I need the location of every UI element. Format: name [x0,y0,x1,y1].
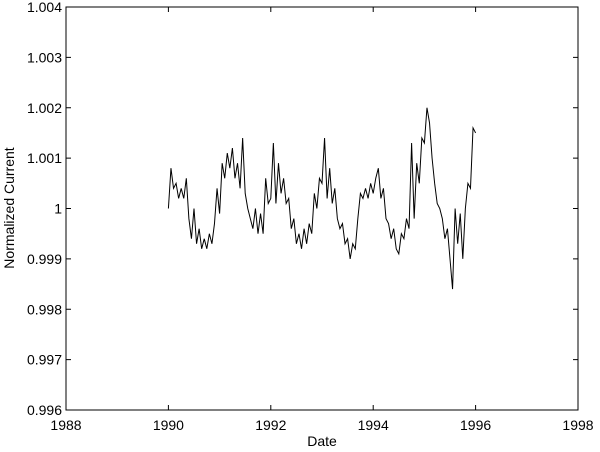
x-axis-label: Date [307,433,337,449]
x-tick-label: 1992 [255,417,286,433]
x-tick-label: 1994 [358,417,389,433]
y-tick-label: 1.003 [27,49,62,65]
x-tick-label: 1998 [562,417,593,433]
x-tick-label: 1988 [50,417,81,433]
y-axis-label: Normalized Current [1,147,17,268]
y-tick-label: 0.999 [27,251,62,267]
y-tick-label: 1 [54,201,62,217]
x-tick-label: 1996 [460,417,491,433]
y-tick-label: 1.002 [27,100,62,116]
y-tick-label: 0.996 [27,402,62,418]
y-tick-label: 0.998 [27,301,62,317]
y-tick-label: 1.001 [27,150,62,166]
y-tick-label: 0.997 [27,352,62,368]
y-tick-label: 1.004 [27,0,62,15]
plot-frame [65,6,579,411]
x-tick-label: 1990 [153,417,184,433]
data-line [167,107,477,290]
